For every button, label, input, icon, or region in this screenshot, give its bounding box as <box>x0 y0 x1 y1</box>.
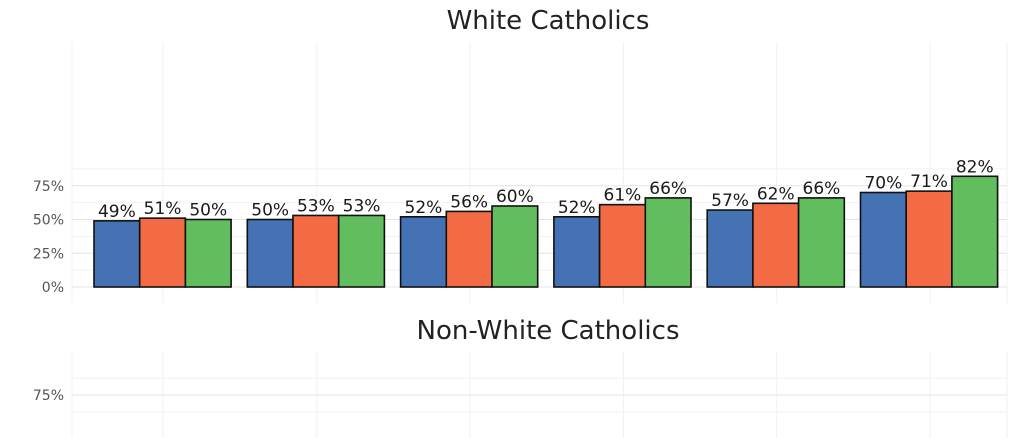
bar <box>93 220 141 288</box>
bar <box>246 218 294 288</box>
y-tick-label: 50% <box>33 213 64 229</box>
data-label: 50% <box>189 201 227 221</box>
panel-white-catholics: 0% 25% 50% 75% 49% 50% 52% 52% 57% 70% 51% 53% 56% 61… <box>33 42 1008 303</box>
y-tick-label: 25% <box>33 246 64 262</box>
data-label: 82% <box>956 157 994 177</box>
bar <box>752 202 800 288</box>
bar <box>399 216 448 288</box>
data-label: 49% <box>98 202 136 222</box>
panel-title-white-catholics: White Catholics <box>447 6 650 36</box>
bar <box>598 203 647 288</box>
data-label: 52% <box>405 198 443 218</box>
data-label: 53% <box>297 196 335 216</box>
bar <box>491 205 539 288</box>
panel-non-white-catholics: 75% <box>33 352 1008 438</box>
data-label: 57% <box>711 191 749 211</box>
data-label: 66% <box>649 179 687 199</box>
bar <box>951 175 999 288</box>
panel-title-non-white-catholics: Non-White Catholics <box>417 316 680 346</box>
data-label: 50% <box>251 201 289 221</box>
data-label: 62% <box>757 184 795 204</box>
data-label: 70% <box>864 174 902 194</box>
data-label: 66% <box>803 179 841 199</box>
y-tick-label: 75% <box>33 179 64 195</box>
bar <box>138 217 187 288</box>
bar <box>553 216 601 288</box>
bar <box>644 197 692 288</box>
data-label: 51% <box>144 199 182 219</box>
bar <box>706 209 754 288</box>
bar <box>184 218 232 288</box>
bar <box>905 190 953 288</box>
bar <box>292 214 340 288</box>
bar <box>797 197 846 288</box>
data-label: 71% <box>910 172 948 192</box>
data-label: 53% <box>343 196 381 216</box>
bar <box>337 214 386 288</box>
y-tick-label: 75% <box>33 388 64 404</box>
data-label: 60% <box>496 187 534 207</box>
data-label: 52% <box>558 198 596 218</box>
y-tick-label: 0% <box>42 280 64 296</box>
data-label: 61% <box>604 186 642 206</box>
data-label: 56% <box>450 192 488 212</box>
bar <box>859 191 908 288</box>
bar <box>445 210 493 288</box>
